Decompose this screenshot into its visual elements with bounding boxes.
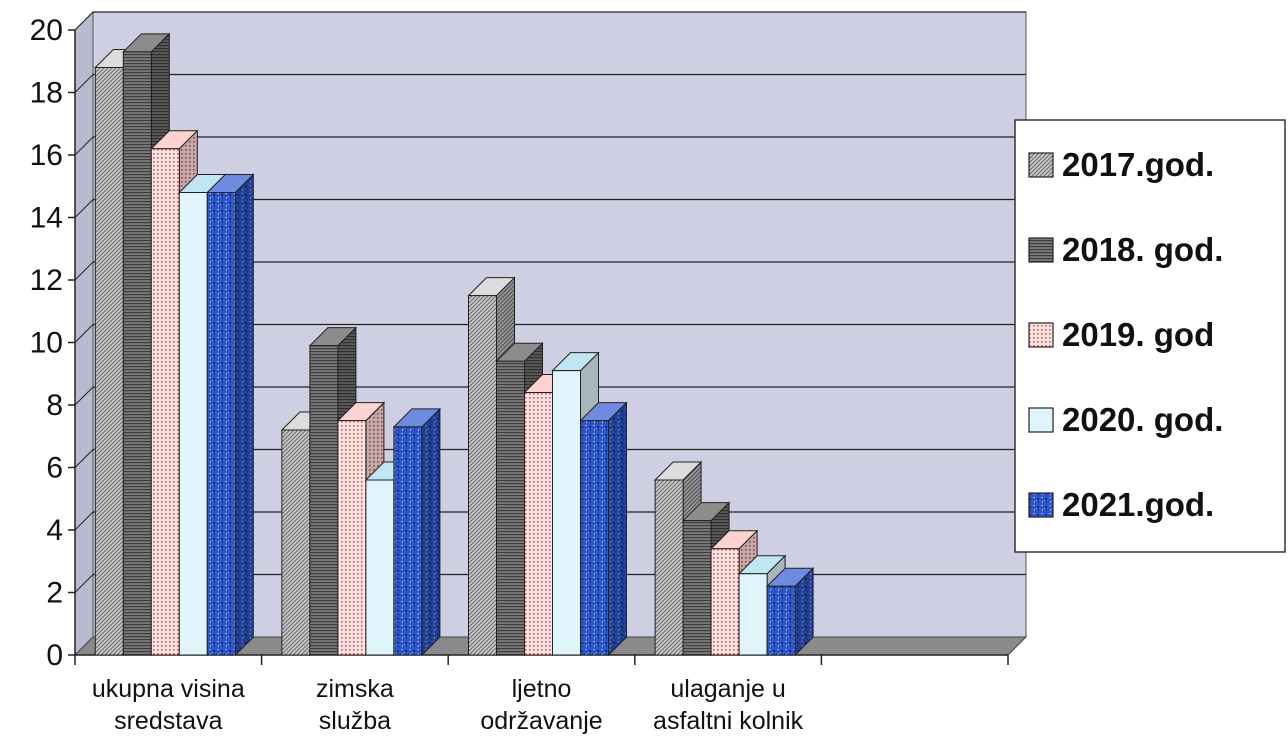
grid-line-side: [74, 74, 94, 93]
bar-front: [122, 51, 152, 656]
y-tick-label: 14: [30, 202, 63, 235]
bars: [94, 32, 815, 657]
x-tick-label: zimska: [316, 675, 394, 703]
bar-front: [309, 345, 339, 656]
y-tick-label: 18: [30, 77, 63, 110]
legend-swatch: [1028, 322, 1054, 348]
bar-front: [580, 420, 609, 656]
legend-swatch: [1028, 407, 1054, 433]
bar-front: [524, 392, 553, 656]
grid-line-side: [74, 199, 94, 218]
bar-front: [281, 429, 311, 656]
legend-item: 2021.god.: [1028, 486, 1214, 523]
x-tick-label: ulaganje u: [670, 675, 785, 703]
bar-front: [552, 370, 581, 656]
bar-front: [393, 426, 423, 656]
bar: [206, 173, 255, 657]
grid-line-side: [74, 386, 94, 406]
legend-item: 2019. god: [1028, 316, 1214, 353]
bar-side-shade: [795, 568, 814, 655]
bar-front: [94, 67, 124, 656]
bar-front: [178, 192, 208, 656]
bar-front: [468, 295, 497, 656]
legend-label: 2019. god: [1062, 316, 1214, 353]
x-tick-label: održavanje: [480, 707, 602, 735]
legend-swatch: [1028, 492, 1054, 518]
legend-item: 2020. god.: [1028, 401, 1223, 438]
bar-side-shade: [608, 402, 627, 655]
grid-line-side: [74, 136, 94, 156]
bar-front: [206, 192, 236, 656]
legend-label: 2021.god.: [1062, 486, 1214, 523]
bar-front: [682, 520, 712, 656]
bar-side-shade: [421, 408, 440, 655]
y-tick-label: 4: [46, 514, 63, 547]
bar: [392, 407, 442, 657]
x-tick-label: služba: [319, 707, 391, 735]
bar-front: [337, 420, 367, 656]
bar-front: [738, 573, 768, 656]
legend-item: 2018. god.: [1028, 231, 1223, 268]
y-tick-label: 6: [46, 452, 63, 485]
x-tick-label: ljetno: [512, 675, 572, 703]
y-tick-label: 10: [30, 327, 63, 360]
legend-box: [1014, 119, 1286, 553]
bar-front: [710, 548, 740, 656]
legend-item: 2017.god.: [1028, 146, 1214, 183]
grid-line-side: [74, 449, 94, 468]
grid-line-side: [74, 324, 94, 343]
y-tick-label: 20: [30, 14, 63, 47]
legend-label: 2018. god.: [1062, 231, 1223, 268]
x-tick-label: sredstava: [114, 707, 222, 735]
legend: 2017.god. 2018. god. 2019. god 2020. god. 20…: [1014, 119, 1286, 553]
y-tick-label: 0: [46, 639, 63, 672]
grid-line-side: [74, 574, 94, 593]
legend-swatch: [1028, 237, 1054, 263]
bar-front: [654, 479, 684, 656]
legend-label: 2020. god.: [1062, 401, 1223, 438]
legend-swatch: [1028, 152, 1054, 178]
bar-front: [365, 479, 395, 656]
grid-line-side: [74, 511, 94, 531]
bar-side-shade: [235, 174, 254, 655]
x-tick-label: ukupna visina: [92, 675, 245, 703]
legend-label: 2017.god.: [1062, 146, 1214, 183]
bar: [765, 567, 815, 657]
y-tick-label: 2: [46, 577, 63, 610]
y-tick-label: 16: [30, 139, 63, 172]
grid-line-side: [74, 11, 94, 31]
grid-line-side: [74, 261, 94, 281]
y-tick-label: 8: [46, 389, 63, 422]
y-tick-label: 12: [30, 264, 63, 297]
bar-front: [496, 360, 525, 656]
x-tick-label: asfaltni kolnik: [653, 707, 804, 735]
bar: [579, 401, 628, 657]
bar-front: [150, 148, 180, 656]
bar-front: [766, 585, 796, 656]
axes: 0 2 4 6 8 10 12 14 16 18 20 ukupna visina sredstava z…: [30, 14, 1009, 735]
